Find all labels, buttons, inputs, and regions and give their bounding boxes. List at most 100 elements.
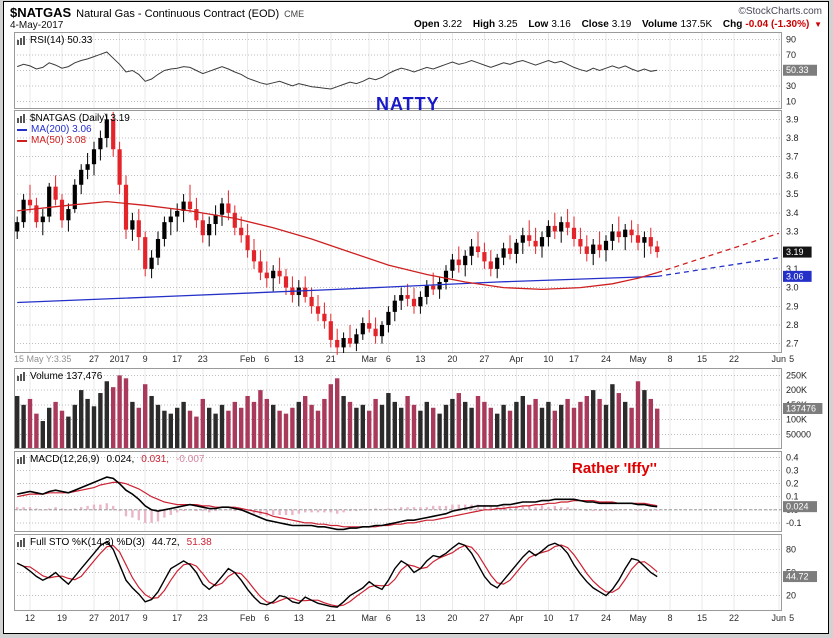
date-axis-main: 15 May Y:3.35 27 2017 9 17 23 Feb 6 13 21 Mar 6 13 2… [4, 354, 827, 366]
svg-text:0.1: 0.1 [786, 492, 799, 502]
date-tick: 10 [543, 354, 554, 364]
svg-text:3.8: 3.8 [786, 133, 799, 143]
date-tick: 27 [88, 354, 100, 364]
svg-text:3.4: 3.4 [786, 208, 799, 218]
date-tick: 22 [728, 613, 740, 623]
svg-text:2.9: 2.9 [786, 301, 799, 311]
svg-text:50000: 50000 [786, 429, 811, 439]
date-tick: Jun [771, 613, 787, 623]
svg-text:3.3: 3.3 [786, 227, 799, 237]
date-tick: 6 [264, 613, 270, 623]
date-tick: 6 [385, 613, 391, 623]
date-tick: Apr [509, 354, 524, 364]
svg-text:20: 20 [786, 591, 796, 601]
svg-text:3.1: 3.1 [786, 264, 799, 274]
date-tick: 12 [24, 613, 36, 623]
date-tick: 9 [142, 613, 148, 623]
price-panel-plot[interactable]: 3.93.83.73.63.53.43.33.23.13.02.92.82.73… [4, 110, 827, 355]
exchange: CME [284, 9, 305, 19]
date-tick: 20 [447, 354, 458, 364]
axis-badge [783, 501, 817, 513]
panel-icon-sto [17, 538, 25, 547]
date-tick: 17 [568, 613, 580, 623]
date-tick: 13 [293, 613, 304, 623]
high-label: High [472, 19, 496, 30]
svg-text:137476: 137476 [786, 404, 816, 414]
date-tick: Feb [239, 613, 256, 623]
date-tick: 27 [479, 613, 490, 623]
copyright: ©StockCharts.com [738, 6, 822, 17]
ma50-swatch [17, 139, 27, 142]
panel-icon-macd [17, 455, 25, 464]
date-tick: 15 [696, 354, 708, 364]
axis-badge [783, 64, 817, 76]
chg-label: Chg [722, 19, 743, 30]
axis-badge [783, 571, 817, 583]
crosshair-readout: 15 May Y:3.35 [14, 354, 72, 364]
ma50-label: MA(50) 3.08 [31, 135, 87, 146]
svg-text:0.024: 0.024 [786, 502, 809, 512]
svg-text:3.7: 3.7 [786, 152, 799, 162]
macd-panel-title: MACD(12,26,9) 0.024, 0.031, -0.007 [17, 454, 204, 465]
date-tick: 13 [415, 613, 426, 623]
date-tick: 27 [88, 613, 100, 623]
svg-text:0.2: 0.2 [786, 479, 799, 489]
stochastics-panel-title: Full STO %K(14,3) %D(3) 44.72, 51.38 [17, 537, 212, 548]
svg-text:50.33: 50.33 [786, 65, 809, 75]
svg-text:3.9: 3.9 [786, 114, 799, 124]
svg-text:2.8: 2.8 [786, 320, 799, 330]
panel-icon-price [17, 114, 25, 123]
date-tick: 5 [789, 354, 795, 364]
volume-value: 137.5K [680, 19, 713, 30]
macd-title-text: MACD(12,26,9) [30, 454, 100, 465]
stochastics-panel-plot[interactable]: 80502044.72 [4, 534, 827, 611]
volume-panel-title: Volume 137,476 [17, 371, 102, 382]
svg-text:30: 30 [786, 81, 796, 91]
date-tick: 17 [568, 354, 580, 364]
macd-signal-value: 0.031, [141, 454, 170, 465]
date-tick: Jun [771, 354, 787, 364]
date-axis-bottom: 12 19 27 2017 9 17 23 Feb 6 13 21 Mar 6 13 20 27 Apr 10 17… [4, 613, 827, 625]
chg-value: -0.04 (-1.30%) [745, 19, 810, 30]
price-title-text: $NATGAS (Daily) 3.19 [30, 113, 130, 124]
svg-text:200K: 200K [786, 385, 807, 395]
svg-text:3.5: 3.5 [786, 189, 799, 199]
volume-label: Volume [642, 19, 678, 30]
symbol: $NATGAS [10, 5, 72, 20]
svg-text:70: 70 [786, 50, 796, 60]
date-tick: Feb [239, 354, 256, 364]
svg-text:3.19: 3.19 [786, 247, 804, 257]
macd-value: 0.024, [106, 454, 135, 465]
svg-text:3.06: 3.06 [786, 271, 804, 281]
svg-text:3.0: 3.0 [786, 283, 799, 293]
date-tick: May [629, 354, 647, 364]
annotation-iffy: Rather 'Iffy'' [572, 460, 657, 477]
rsi-panel-plot[interactable]: 907050301050.33 [4, 32, 827, 109]
svg-text:90: 90 [786, 35, 796, 45]
date-tick: 27 [479, 354, 490, 364]
macd-panel-plot[interactable]: 0.40.30.20.10.0-0.10.024 [4, 451, 827, 532]
close-label: Close [581, 19, 609, 30]
instrument-title: Natural Gas - Continuous Contract (EOD) [76, 8, 280, 20]
close-value: 3.19 [611, 19, 632, 30]
volume-panel-plot[interactable]: 250K200K150K100K50000137476 [4, 368, 827, 449]
low-label: Low [528, 19, 549, 30]
axis-badge [783, 246, 812, 258]
open-label: Open [414, 19, 440, 30]
date-tick: 15 [696, 613, 708, 623]
high-value: 3.25 [498, 19, 518, 30]
date-tick: 17 [172, 613, 183, 623]
svg-text:3.6: 3.6 [786, 170, 799, 180]
svg-text:100K: 100K [786, 415, 807, 425]
ma200-swatch [17, 128, 27, 131]
svg-text:0.3: 0.3 [786, 466, 799, 476]
sto-d-value: 51.38 [186, 537, 212, 548]
annotation-natty: NATTY [376, 94, 440, 114]
svg-text:2.7: 2.7 [786, 339, 799, 349]
chart-date: 4-May-2017 [10, 20, 64, 31]
down-triangle-icon: ▼ [814, 20, 822, 29]
date-tick: 5 [789, 613, 795, 623]
macd-hist-value: -0.007 [176, 454, 205, 465]
panel-icon-volume [17, 372, 25, 381]
